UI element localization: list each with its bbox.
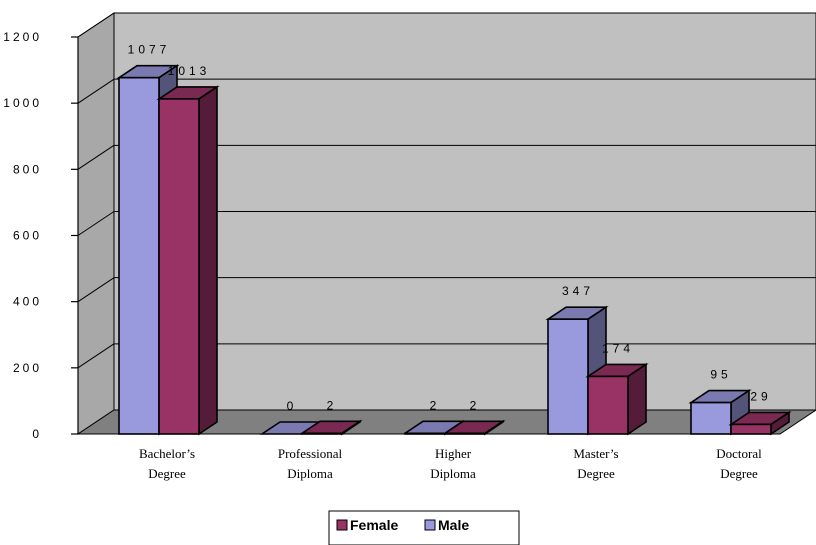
legend-swatch-male xyxy=(424,519,436,531)
bar-female xyxy=(444,432,486,435)
gridlines xyxy=(77,12,816,369)
category-label: Professional Diploma xyxy=(278,446,343,481)
category-label-line: Higher xyxy=(435,446,472,461)
category-label: Master’s Degree xyxy=(573,446,618,481)
category-label-line: Doctoral xyxy=(716,446,762,461)
bar-male xyxy=(547,318,589,435)
legend-label-male: Male xyxy=(438,517,469,533)
gridline-side xyxy=(77,343,115,369)
y-tick-label: 400 xyxy=(13,295,42,309)
y-tick-label: 200 xyxy=(13,361,42,375)
data-labels: 1077 1013 0 2 2 2 347 174 95 29 xyxy=(128,43,771,413)
bar-male xyxy=(404,432,446,435)
bar-side-face xyxy=(627,362,647,436)
category-label-line: Master’s xyxy=(573,446,618,461)
data-label: 29 xyxy=(750,389,771,403)
category-label-line: Diploma xyxy=(287,466,333,481)
data-label: 2 xyxy=(327,398,338,412)
legend-label-female: Female xyxy=(350,517,398,533)
legend-swatch-female xyxy=(336,519,348,531)
bar-side-face xyxy=(198,85,218,436)
y-tick-label: 600 xyxy=(13,229,42,243)
y-tick-label: 0 xyxy=(32,427,42,441)
category-label-line: Degree xyxy=(577,466,615,481)
bar-female xyxy=(158,98,200,435)
bar-male xyxy=(118,76,160,435)
data-label: 347 xyxy=(562,284,594,298)
category-label-line: Degree xyxy=(148,466,186,481)
bar-female xyxy=(587,375,629,435)
data-label: 1077 xyxy=(128,43,171,57)
gridline-side xyxy=(77,78,115,104)
bar-male xyxy=(690,401,732,435)
gridline-side xyxy=(77,211,115,236)
category-label-line: Professional xyxy=(278,446,343,461)
data-label: 2 xyxy=(430,398,441,412)
data-label: 0 xyxy=(287,399,298,413)
category-label: Higher Diploma xyxy=(430,446,476,481)
gridline-side xyxy=(77,144,115,170)
data-label: 2 xyxy=(470,398,481,412)
y-axis: 0 200 400 600 800 1000 1200 xyxy=(3,30,79,441)
y-tick-label: 1200 xyxy=(3,30,42,44)
bars xyxy=(116,64,792,436)
gridline-side xyxy=(77,12,115,38)
gridline-side xyxy=(77,277,115,303)
y-tick-label: 1000 xyxy=(3,96,42,110)
y-tick-label: 800 xyxy=(13,162,42,176)
category-label-line: Bachelor’s xyxy=(139,446,195,461)
category-label-line: Diploma xyxy=(430,466,476,481)
category-label: Bachelor’s Degree xyxy=(139,446,195,481)
category-label: Doctoral Degree xyxy=(716,446,762,481)
legend-box xyxy=(328,510,520,545)
category-label-line: Degree xyxy=(720,466,758,481)
bar-female xyxy=(730,423,772,435)
data-label: 95 xyxy=(710,368,731,382)
bar-female xyxy=(301,432,343,435)
legend: Female Male xyxy=(328,510,520,545)
data-label: 174 xyxy=(602,341,634,355)
data-label: 1013 xyxy=(168,64,211,78)
